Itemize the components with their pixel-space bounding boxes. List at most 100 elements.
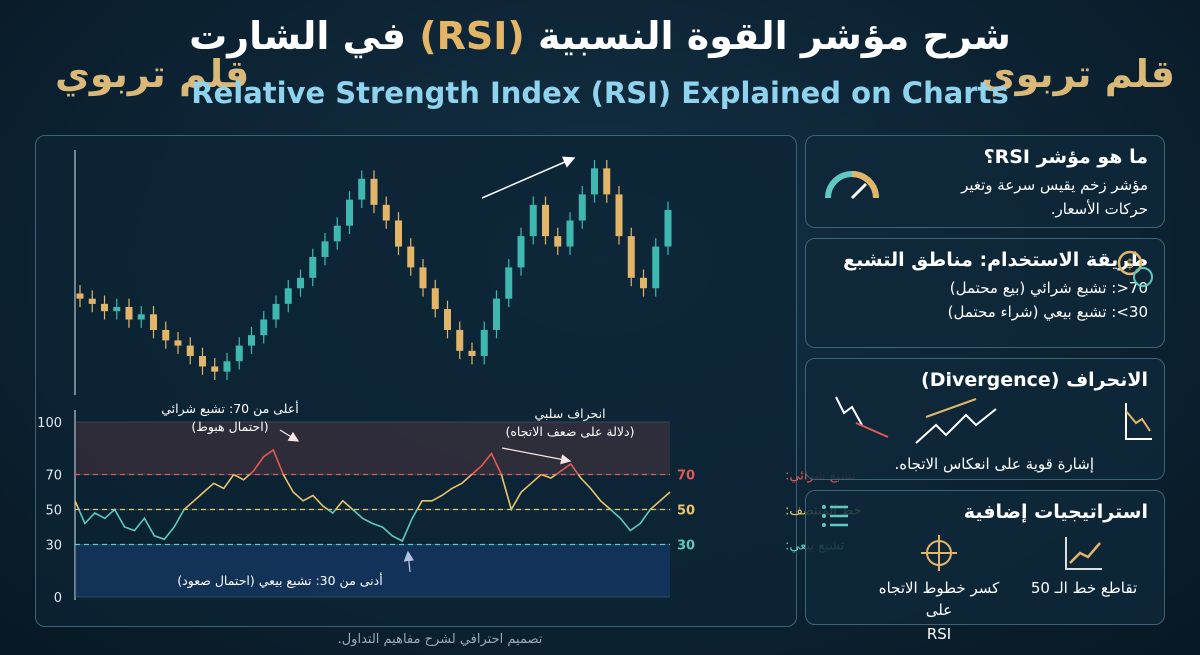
candle-body xyxy=(101,303,108,312)
candle-body xyxy=(578,194,586,221)
reference-value: 70 xyxy=(677,469,695,484)
card-title: الانحراف (Divergence) xyxy=(921,369,1148,391)
candle-body xyxy=(76,293,84,299)
svg-text:$: $ xyxy=(1126,257,1134,272)
candle-body xyxy=(505,267,513,299)
candle-body xyxy=(260,319,268,336)
strategy-text: RSI xyxy=(926,625,952,643)
icon xyxy=(835,396,1152,444)
oversold-zone xyxy=(75,544,670,597)
candle-body xyxy=(468,350,476,357)
annotation: انحراف سلبي xyxy=(534,406,605,422)
strategy-text: كسر خطوط الاتجاه على xyxy=(878,579,1000,619)
candle-body xyxy=(493,298,500,330)
card-title: ما هو مؤشر RSI؟ xyxy=(983,146,1148,168)
candle-body xyxy=(382,204,390,221)
candle-body xyxy=(223,361,231,372)
icon: $ xyxy=(1117,250,1153,287)
candle-body xyxy=(395,220,402,247)
candle-body xyxy=(272,303,280,320)
candle-body xyxy=(640,277,647,289)
strategy: تقاطع خط الـ 50 xyxy=(1024,535,1144,601)
card: ما هو مؤشر RSI؟ مؤشر زخم يقيس سرعة وتغير… xyxy=(805,135,1165,228)
candle-body xyxy=(162,329,170,341)
subtitle: Relative Strength Index (RSI) Explained … xyxy=(191,76,1009,110)
card-text: ‎<30: تشبع بيعي (شراء محتمل) xyxy=(947,303,1148,321)
candle-body xyxy=(284,288,292,304)
candle-body xyxy=(627,236,635,278)
card-text: مؤشر زخم يقيس سرعة وتغير xyxy=(961,176,1148,194)
y-tick-label: 30 xyxy=(45,539,62,554)
candle-body xyxy=(358,178,366,200)
candle-body xyxy=(542,204,549,237)
trend-arrow xyxy=(481,156,576,199)
brand: قلم تربوي xyxy=(55,52,250,96)
icon xyxy=(921,535,957,571)
annotation-arrow xyxy=(403,550,415,573)
candle-body xyxy=(88,298,96,304)
card-text: ‎>70: تشبع شرائي (بيع محتمل) xyxy=(949,279,1148,297)
candle-body xyxy=(125,307,133,320)
annotation: أدنى من 30: تشبع بيعي (احتمال صعود) xyxy=(177,572,382,589)
icon xyxy=(822,505,848,527)
candle-body xyxy=(297,277,304,289)
card: الانحراف (Divergence) إشارة قوية على انع… xyxy=(805,358,1165,480)
candle-body xyxy=(137,314,145,320)
candle-body xyxy=(309,256,317,278)
reference-value: 30 xyxy=(677,539,695,554)
annotation: (احتمال هبوط) xyxy=(191,419,268,435)
card-text: حركات الأسعار. xyxy=(1050,200,1148,218)
card-title: استراتيجيات إضافية xyxy=(963,501,1148,523)
candle-body xyxy=(566,220,574,247)
icon xyxy=(825,171,879,200)
candle-body xyxy=(199,356,206,367)
candle-body xyxy=(346,199,353,226)
rsi-line xyxy=(74,448,671,543)
annotation: أعلى من 70: تشبع شرائي xyxy=(161,400,299,417)
reference-value: 50 xyxy=(677,504,695,519)
title-part: في الشارت xyxy=(189,14,406,58)
candle-body xyxy=(321,241,329,257)
strategy: كسر خطوط الاتجاه على RSI xyxy=(864,535,1014,647)
candle-body xyxy=(517,236,525,268)
y-tick-label: 70 xyxy=(45,469,62,484)
candle-body xyxy=(419,267,427,289)
candle-body xyxy=(431,288,439,310)
card: طريقة الاستخدام: مناطق التشبع ‎>70: تشبع… xyxy=(805,238,1165,348)
candle-body xyxy=(174,340,182,346)
candle-body xyxy=(113,307,121,312)
candle-body xyxy=(370,178,378,205)
card-text: إشارة قوية على انعكاس الاتجاه. xyxy=(894,455,1094,473)
y-tick-label: 0 xyxy=(54,591,62,606)
candle-body xyxy=(211,366,219,372)
candle-body xyxy=(591,168,598,195)
strategy-text: تقاطع خط الـ 50 xyxy=(1030,579,1138,597)
candle-body xyxy=(664,210,672,247)
annotation-arrow xyxy=(279,429,300,442)
candle-body xyxy=(652,246,660,289)
candle-body xyxy=(235,345,243,362)
brand: قلم تربوي xyxy=(980,52,1175,96)
title: شرح مؤشر القوة النسبية (RSI) في الشارت xyxy=(0,14,1200,58)
icon xyxy=(1065,537,1102,570)
candle-body xyxy=(407,246,415,268)
candle-body xyxy=(603,168,611,195)
candle-body xyxy=(444,309,451,330)
title-part: (RSI) xyxy=(419,14,525,58)
candle-body xyxy=(186,345,194,357)
annotation: (دلالة على ضعف الاتجاه) xyxy=(506,424,635,439)
annotation-arrow xyxy=(501,447,572,465)
title-part: شرح مؤشر القوة النسبية xyxy=(537,14,1011,58)
candle-body xyxy=(248,335,255,346)
footer: تصميم احترافي لشرح مفاهيم التداول. xyxy=(337,632,543,647)
card: استراتيجيات إضافية تقاطع خط الـ 50 كسر خ… xyxy=(805,490,1165,643)
candle-body xyxy=(456,329,464,351)
candle-body xyxy=(480,329,488,357)
candle-body xyxy=(529,204,537,237)
card-title: طريقة الاستخدام: مناطق التشبع xyxy=(843,249,1148,271)
candle-body xyxy=(615,194,623,237)
y-tick-label: 50 xyxy=(45,504,62,519)
candle-body xyxy=(333,225,341,242)
overbought-zone xyxy=(75,422,670,475)
